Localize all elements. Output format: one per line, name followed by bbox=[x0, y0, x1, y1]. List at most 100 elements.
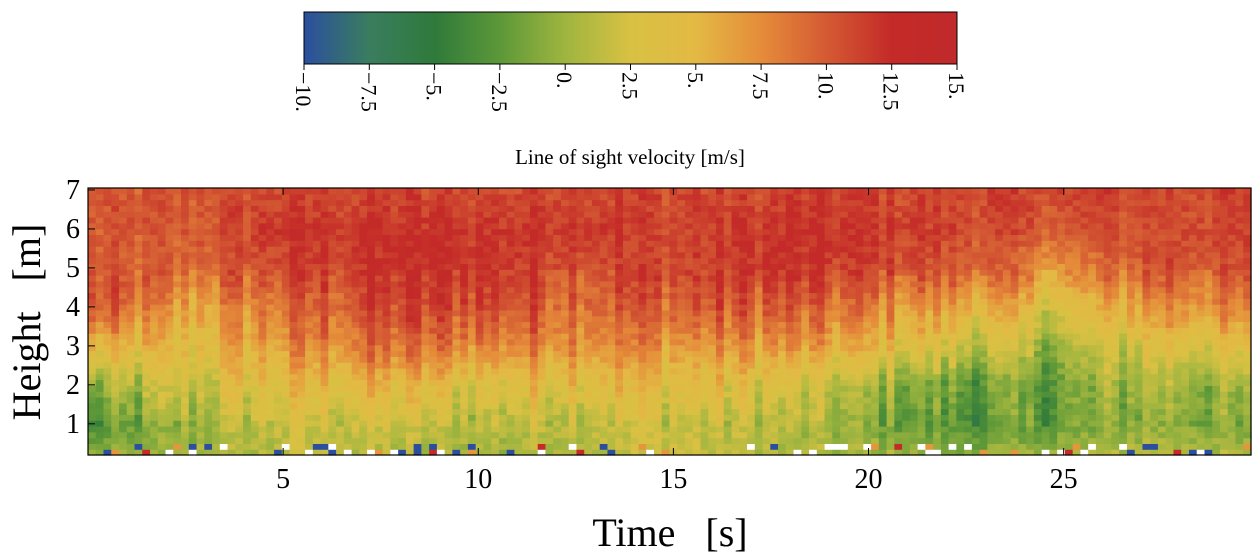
heatmap-cell bbox=[336, 437, 345, 444]
heatmap-cell bbox=[227, 338, 236, 346]
heatmap-cell bbox=[537, 449, 547, 456]
heatmap-cell bbox=[630, 199, 640, 207]
heatmap-cell bbox=[243, 373, 252, 381]
heatmap-cell bbox=[840, 338, 849, 346]
heatmap-cell bbox=[475, 309, 485, 317]
heatmap-cell bbox=[312, 362, 322, 369]
heatmap-cell bbox=[638, 234, 647, 241]
heatmap-cell bbox=[847, 408, 857, 415]
heatmap-cell bbox=[653, 321, 663, 328]
heatmap-cell bbox=[747, 362, 756, 369]
heatmap-cell bbox=[553, 373, 562, 381]
heatmap-cell bbox=[545, 309, 554, 317]
heatmap-cell bbox=[297, 443, 306, 450]
heatmap-cell bbox=[374, 286, 384, 294]
heatmap-cell bbox=[266, 443, 275, 450]
heatmap-cell bbox=[103, 420, 112, 427]
heatmap-cell bbox=[188, 385, 198, 392]
heatmap-cell bbox=[165, 315, 174, 323]
heatmap-cell bbox=[165, 211, 174, 218]
heatmap-cell bbox=[134, 327, 143, 334]
heatmap-cell bbox=[917, 263, 926, 270]
heatmap-cell bbox=[894, 211, 903, 218]
heatmap-cell bbox=[429, 362, 438, 369]
heatmap-cell bbox=[95, 257, 105, 265]
heatmap-cell bbox=[832, 367, 841, 375]
heatmap-cell bbox=[692, 193, 702, 201]
heatmap-cell bbox=[871, 217, 880, 224]
heatmap-cell bbox=[894, 205, 903, 212]
heatmap-cell bbox=[917, 315, 926, 323]
heatmap-cell bbox=[537, 356, 547, 363]
heatmap-cell bbox=[320, 350, 329, 357]
heatmap-cell bbox=[398, 193, 407, 201]
heatmap-cell bbox=[902, 246, 911, 253]
heatmap-cell bbox=[452, 350, 461, 357]
heatmap-cell bbox=[801, 251, 810, 259]
heatmap-cell bbox=[328, 431, 337, 439]
heatmap-cell bbox=[452, 263, 461, 270]
heatmap-cell bbox=[685, 420, 694, 427]
heatmap-cell bbox=[669, 205, 678, 212]
heatmap-cell bbox=[622, 211, 632, 218]
heatmap-cell bbox=[219, 333, 229, 340]
heatmap-cell bbox=[150, 251, 159, 259]
heatmap-cell bbox=[142, 402, 151, 410]
heatmap-cell bbox=[126, 298, 136, 305]
heatmap-cell bbox=[235, 402, 244, 410]
heatmap-cell bbox=[374, 431, 384, 439]
heatmap-cell bbox=[599, 275, 609, 282]
heatmap-cell bbox=[762, 193, 771, 201]
heatmap-cell bbox=[320, 408, 329, 415]
heatmap-cell bbox=[95, 205, 105, 212]
heatmap-cell bbox=[142, 240, 151, 247]
heatmap-cell bbox=[700, 431, 709, 439]
heatmap-cell bbox=[413, 408, 422, 415]
heatmap-cell bbox=[917, 211, 926, 218]
heatmap-cell bbox=[708, 309, 717, 317]
heatmap-cell bbox=[336, 211, 345, 218]
heatmap-cell bbox=[785, 338, 795, 346]
heatmap-cell bbox=[250, 246, 260, 253]
heatmap-cell bbox=[560, 193, 570, 201]
heatmap-cell bbox=[824, 263, 833, 270]
heatmap-cell bbox=[289, 188, 298, 195]
heatmap-cell bbox=[762, 362, 771, 369]
heatmap-cell bbox=[258, 234, 267, 241]
heatmap-cell bbox=[429, 414, 438, 421]
heatmap-cell bbox=[181, 385, 190, 392]
heatmap-cell bbox=[382, 246, 391, 253]
heatmap-cell bbox=[700, 408, 709, 415]
heatmap-cell bbox=[716, 402, 725, 410]
heatmap-cell bbox=[669, 431, 678, 439]
heatmap-cell bbox=[250, 449, 260, 456]
heatmap-cell bbox=[871, 222, 880, 230]
heatmap-cell bbox=[173, 385, 182, 392]
heatmap-cell bbox=[529, 356, 539, 363]
heatmap-cell bbox=[576, 222, 585, 230]
heatmap-cell bbox=[444, 408, 453, 415]
heatmap-cell bbox=[281, 309, 291, 317]
heatmap-cell bbox=[460, 402, 469, 410]
heatmap-cell bbox=[506, 298, 516, 305]
heatmap-cell bbox=[243, 338, 252, 346]
heatmap-cell bbox=[289, 193, 298, 201]
heatmap-cell bbox=[731, 443, 740, 450]
heatmap-cell bbox=[537, 362, 547, 369]
heatmap-cell bbox=[568, 367, 578, 375]
heatmap-cell bbox=[281, 379, 291, 386]
heatmap-cell bbox=[119, 292, 128, 299]
heatmap-cell bbox=[250, 251, 260, 259]
heatmap-cell bbox=[382, 321, 391, 328]
heatmap-cell bbox=[297, 321, 306, 328]
heatmap-cell bbox=[320, 275, 329, 282]
heatmap-cell bbox=[250, 356, 260, 363]
heatmap-cell bbox=[878, 199, 888, 207]
heatmap-cell bbox=[305, 251, 314, 259]
heatmap-cell bbox=[832, 257, 841, 265]
heatmap-cell bbox=[607, 362, 616, 369]
heatmap-cell bbox=[871, 211, 880, 218]
heatmap-cell bbox=[88, 263, 97, 270]
heatmap-cell bbox=[429, 188, 438, 195]
heatmap-cell bbox=[421, 315, 430, 323]
